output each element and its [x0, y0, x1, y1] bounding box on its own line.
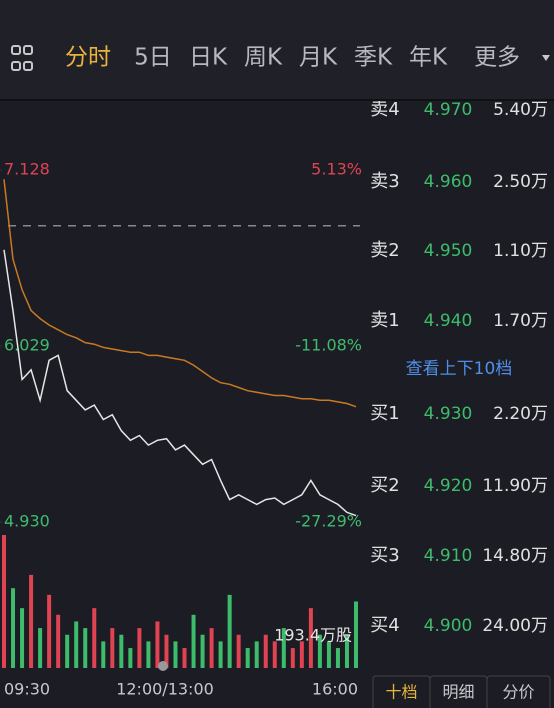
- slider-dot[interactable]: [158, 661, 168, 671]
- volume-bar: [335, 648, 340, 668]
- book-volume: 2.20万: [493, 404, 548, 424]
- time-label: 09:30: [4, 680, 50, 699]
- pct-tick-label: -11.08%: [295, 336, 362, 355]
- book-volume: 1.10万: [493, 241, 548, 261]
- volume-bar: [83, 628, 88, 668]
- book-label: 卖2: [370, 240, 399, 261]
- volume-label: 193.4万股: [274, 626, 352, 645]
- book-volume: 1.70万: [493, 311, 548, 331]
- volume-bar: [290, 648, 295, 668]
- tab[interactable]: 月K: [299, 45, 338, 71]
- book-price: 4.910: [424, 546, 473, 566]
- book-price: 4.940: [424, 311, 473, 331]
- grid-icon[interactable]: [11, 45, 33, 71]
- volume-bar: [263, 634, 268, 668]
- price-tick-label: 4.930: [4, 512, 50, 531]
- bottom-tab[interactable]: 分价: [502, 683, 534, 702]
- tab[interactable]: 更多: [474, 45, 520, 71]
- book-price: 4.900: [424, 616, 473, 636]
- volume-bar: [299, 641, 304, 668]
- time-label: 16:00: [312, 680, 358, 699]
- tabs: 分时 5日 日K 周K 月K 季K 年K 更多: [65, 45, 520, 71]
- volume-bar: [236, 634, 241, 668]
- bottom-tab[interactable]: 明细: [442, 683, 474, 702]
- book-volume: 2.50万: [493, 172, 548, 192]
- volume-bar: [119, 634, 124, 668]
- book-price: 4.930: [424, 404, 473, 424]
- volume-bar: [11, 588, 16, 668]
- pct-tick-label: 5.13%: [311, 160, 362, 179]
- book-price: 4.970: [424, 100, 473, 120]
- volume-bar: [155, 621, 160, 668]
- volume-bar: [101, 641, 106, 668]
- book-price: 4.960: [424, 172, 473, 192]
- volume-bar: [29, 574, 34, 668]
- book-label: 买3: [370, 545, 399, 566]
- volume-bar: [110, 628, 115, 668]
- price-line: [3, 249, 357, 517]
- tab[interactable]: 分时: [65, 45, 111, 71]
- volume-bar: [227, 594, 232, 668]
- tab[interactable]: 季K: [354, 45, 393, 71]
- tab[interactable]: 日K: [189, 45, 228, 71]
- volume-bar: [128, 648, 133, 668]
- volume-bar: [191, 614, 196, 668]
- volume-bar: [200, 634, 205, 668]
- volume-bar: [2, 535, 6, 668]
- tab[interactable]: 5日: [134, 45, 172, 71]
- book-volume: 5.40万: [493, 100, 548, 120]
- volume-bar: [146, 641, 151, 668]
- volume-bar: [317, 634, 322, 668]
- more-levels-link[interactable]: 查看上下10档: [406, 359, 513, 379]
- pct-tick-label: -27.29%: [295, 512, 362, 531]
- chart-area: 7.128 5.13% 6.029 -11.08% 4.930 -27.29% 193.4万…: [0, 160, 362, 699]
- volume-bar: [254, 641, 259, 668]
- volume-bar: [20, 608, 25, 668]
- book-label: 买4: [370, 615, 399, 636]
- tab-bar: [0, 0, 554, 100]
- book-label: 卖3: [370, 171, 399, 192]
- volume-bar: [56, 614, 61, 668]
- tab[interactable]: 年K: [409, 45, 448, 71]
- average-line: [3, 179, 357, 408]
- book-price: 4.920: [424, 476, 473, 496]
- book-label: 卖4: [370, 99, 399, 120]
- book-volume: 11.90万: [482, 476, 548, 496]
- volume-bar: [173, 641, 178, 668]
- time-label: 12:00/13:00: [116, 680, 214, 699]
- volume-bar: [65, 634, 70, 668]
- volume-bar: [281, 628, 286, 668]
- volume-bar: [47, 594, 52, 668]
- volume-bar: [164, 634, 169, 668]
- tab[interactable]: 周K: [244, 45, 283, 71]
- volume-bar: [245, 648, 250, 668]
- volume-bar: [344, 634, 349, 668]
- book-price: 4.950: [424, 241, 473, 261]
- volume-bar: [182, 648, 187, 668]
- book-label: 卖1: [370, 310, 399, 331]
- book-label: 买2: [370, 475, 399, 496]
- book-volume: 24.00万: [482, 616, 548, 636]
- book-label: 买1: [370, 403, 399, 424]
- price-tick-label: 6.029: [4, 336, 50, 355]
- bottom-tab-box[interactable]: [486, 675, 551, 708]
- volume-bar: [272, 641, 277, 668]
- book-volume: 14.80万: [482, 546, 548, 566]
- volume-bar: [326, 641, 331, 668]
- volume-bar: [74, 621, 79, 668]
- bottom-tab[interactable]: 十档: [385, 683, 417, 702]
- price-tick-label: 7.128: [4, 160, 50, 179]
- volume-bar: [92, 608, 97, 668]
- volume-bar: [308, 608, 313, 668]
- volume-bar: [354, 601, 358, 668]
- volume-bar: [209, 628, 214, 668]
- dropdown-arrow[interactable]: [542, 55, 550, 61]
- volume-bar: [38, 628, 43, 668]
- bottom-tabs: 十档 明细 分价: [372, 675, 551, 708]
- volume-bar: [218, 641, 223, 668]
- volume-bar: [137, 628, 142, 668]
